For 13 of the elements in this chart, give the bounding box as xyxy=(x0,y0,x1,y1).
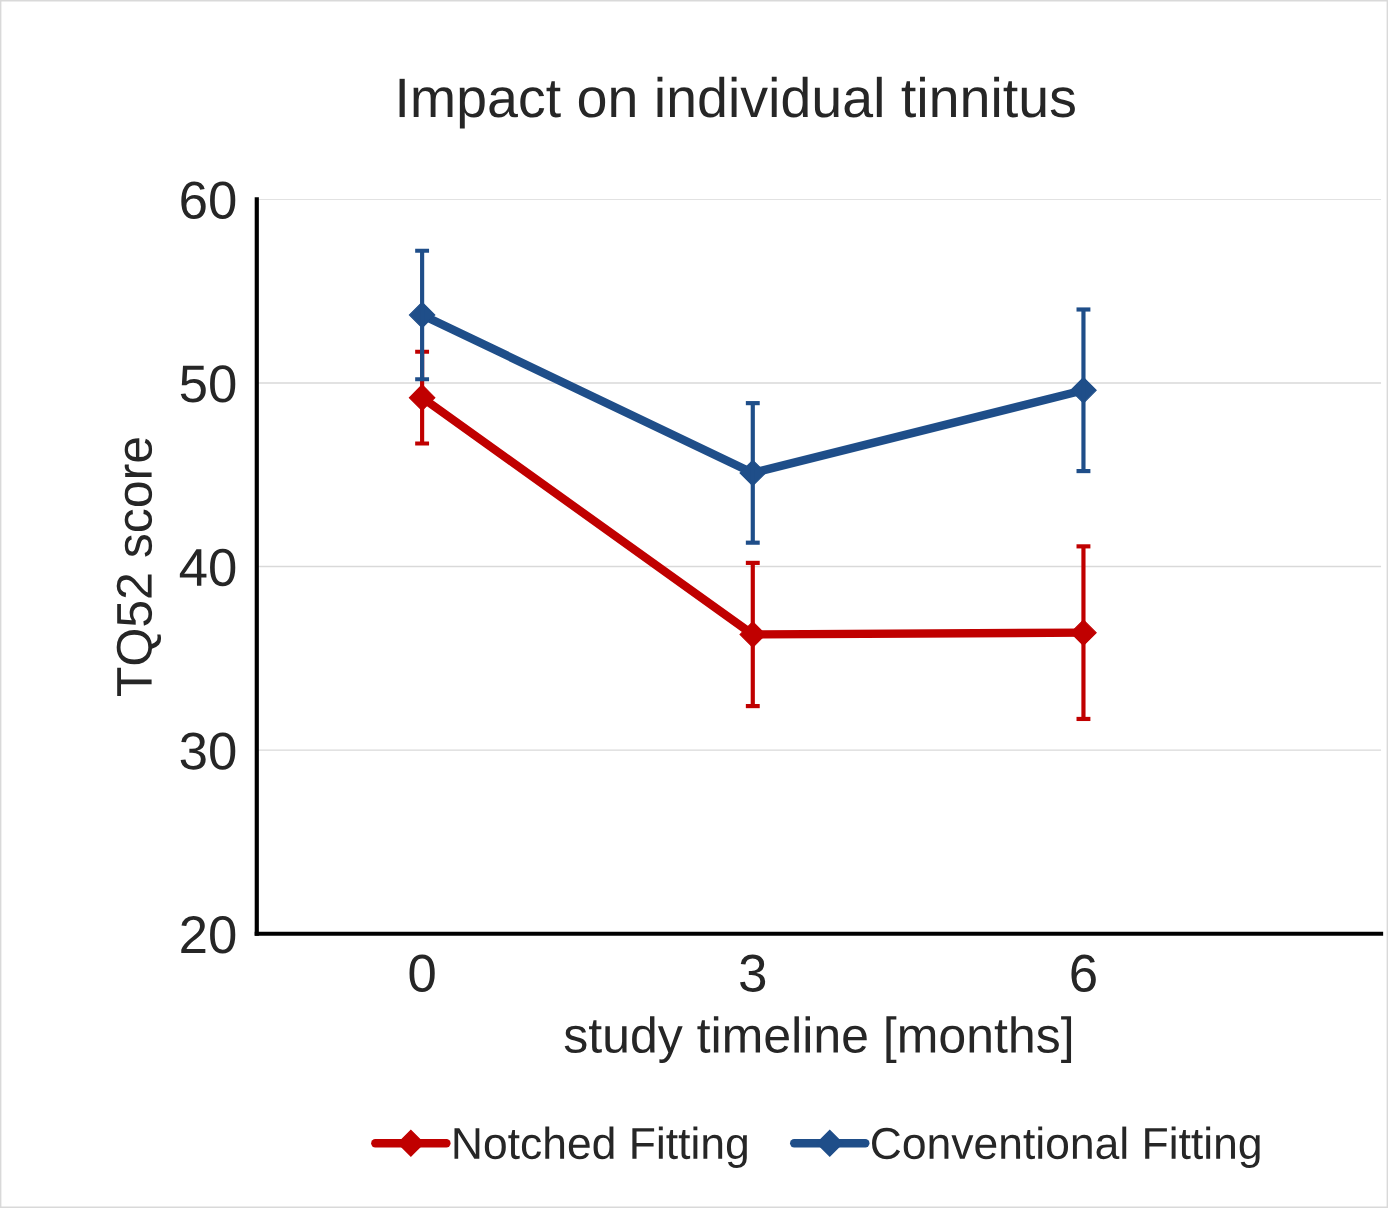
y-axis-title: TQ52 score xyxy=(116,438,162,697)
y-tick-label: 60 xyxy=(181,181,236,219)
x-tick-label: 3 xyxy=(740,954,766,992)
legend-label: Conventional Fitting xyxy=(872,1126,1260,1168)
legend-label: Notched Fitting xyxy=(454,1126,747,1168)
y-tick-label: 50 xyxy=(180,365,236,403)
y-tick-label: 30 xyxy=(180,732,236,770)
y-tick-label: 40 xyxy=(179,548,236,587)
x-tick-label: 0 xyxy=(409,954,435,992)
y-tick-label: 20 xyxy=(181,916,236,954)
x-axis-title: study timeline [months] xyxy=(564,1016,1072,1063)
chart-title: Impact on individual tinnitus xyxy=(399,76,1075,129)
x-tick-label: 6 xyxy=(1071,954,1096,992)
